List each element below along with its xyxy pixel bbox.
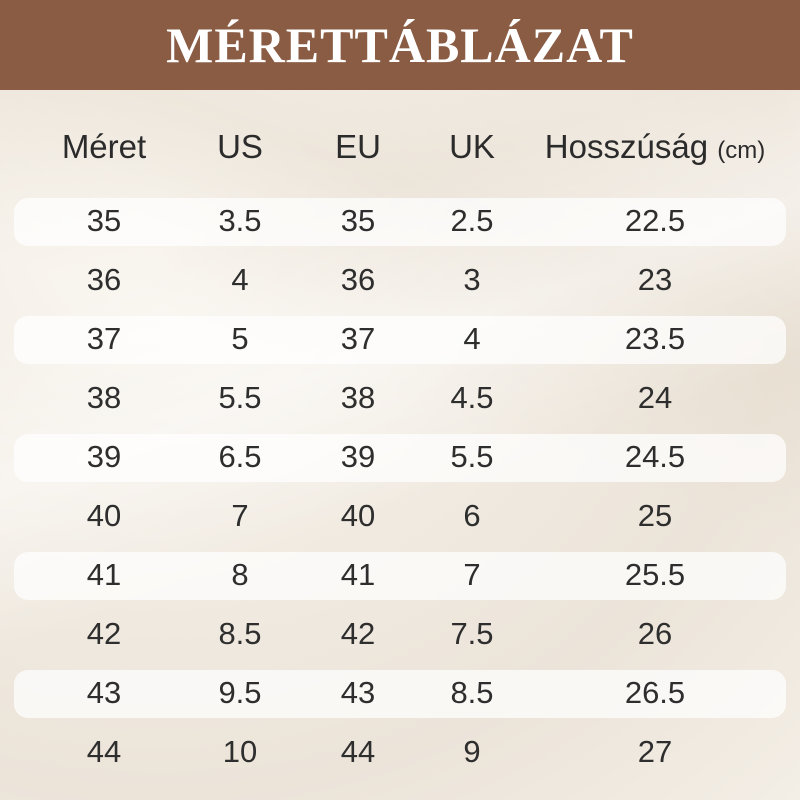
column-header-label: US (217, 128, 263, 165)
table-cell: 8.5 (218, 616, 262, 651)
table-cell: 40 (340, 498, 376, 533)
table-cell: 7 (463, 557, 481, 592)
table-cell: 39 (340, 439, 376, 474)
row-stripe (14, 552, 786, 600)
table-cell: 40 (86, 498, 122, 533)
table-cell: 36 (340, 262, 376, 297)
table-cell: 23 (637, 262, 673, 297)
table-cell: 44 (86, 734, 122, 769)
table-cell: 36 (86, 262, 122, 297)
table-cell: 3 (463, 262, 481, 297)
row-stripe (14, 316, 786, 364)
table-cell: 8.5 (450, 675, 494, 710)
table-cell: 43 (86, 675, 122, 710)
table-cell: 44 (340, 734, 376, 769)
table-cell: 38 (86, 380, 122, 415)
table-cell: 27 (637, 734, 673, 769)
table-cell: 42 (86, 616, 122, 651)
column-header-label: EU (335, 128, 381, 165)
table-cell: 39 (86, 439, 122, 474)
table-cell: 38 (340, 380, 376, 415)
page-title: MÉRETTÁBLÁZAT (166, 17, 634, 73)
column-header-label: UK (449, 128, 495, 165)
column-header-label: Méret (61, 128, 147, 165)
table-cell: 26.5 (624, 675, 686, 710)
title-banner: MÉRETTÁBLÁZAT (0, 0, 800, 90)
table-cell: 22.5 (624, 203, 686, 238)
table-cell: 6 (463, 498, 481, 533)
table-cell: 24.5 (624, 439, 686, 474)
table-cell: 4 (231, 262, 249, 297)
row-stripe (14, 198, 786, 246)
table-cell: 7 (231, 498, 249, 533)
table-cell: 4 (463, 321, 481, 356)
table-cell: 8 (231, 557, 249, 592)
table-cell: 10 (222, 734, 258, 769)
table-cell: 25 (637, 498, 673, 533)
table-cell: 7.5 (450, 616, 494, 651)
table-cell: 25.5 (624, 557, 686, 592)
table-cell: 4.5 (450, 380, 494, 415)
table-cell: 2.5 (450, 203, 494, 238)
table-cell: 23.5 (624, 321, 686, 356)
table-cell: 37 (86, 321, 122, 356)
table-cell: 5 (231, 321, 249, 356)
column-header-label: Hosszúság (544, 128, 709, 165)
table-cell: 9 (463, 734, 481, 769)
table-cell: 5.5 (450, 439, 494, 474)
table-cell: 41 (86, 557, 122, 592)
column-header: EU (335, 128, 381, 166)
column-header: Méret (62, 128, 146, 166)
table-cell: 41 (340, 557, 376, 592)
column-header: US (217, 128, 263, 166)
table-cell: 6.5 (218, 439, 262, 474)
table-cell: 3.5 (218, 203, 262, 238)
table-cell: 42 (340, 616, 376, 651)
table-cell: 5.5 (218, 380, 262, 415)
table-cell: 24 (637, 380, 673, 415)
table-cell: 35 (86, 203, 122, 238)
column-header: UK (449, 128, 495, 166)
table-cell: 37 (340, 321, 376, 356)
table-cell: 9.5 (218, 675, 262, 710)
column-unit: (cm) (717, 137, 766, 164)
table-cell: 35 (340, 203, 376, 238)
table-cell: 43 (340, 675, 376, 710)
table-cell: 26 (637, 616, 673, 651)
row-stripe (14, 434, 786, 482)
row-stripe (14, 670, 786, 718)
column-header: Hosszúság (cm) (545, 128, 765, 166)
